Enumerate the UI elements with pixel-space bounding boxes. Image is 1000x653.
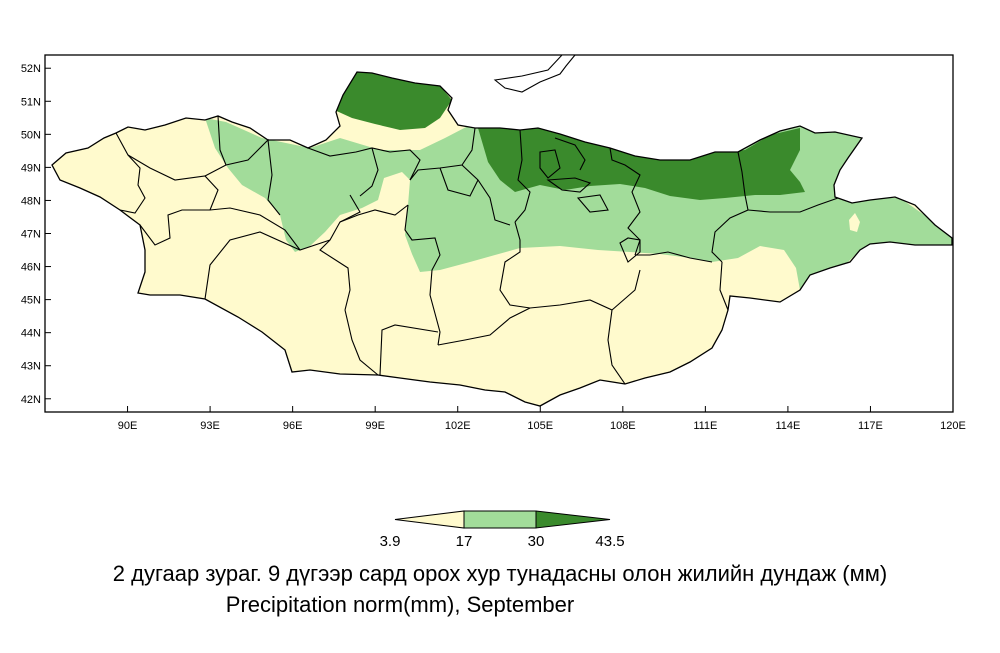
lat-axis: 52N 51N 50N 49N 48N 47N 46N 45N 44N 43N 42N — [21, 63, 51, 406]
lat-tick-label: 45N — [21, 295, 41, 307]
border-zavkhan-arkhangai — [359, 147, 379, 197]
border-selenge — [514, 129, 531, 223]
lat-tick-label: 42N — [21, 394, 41, 406]
border-darkhan — [539, 149, 561, 179]
lon-axis: 90E 93E 96E 99E 102E 105E 108E 111E 114E 117E 120E — [118, 406, 966, 432]
lon-tick-label: 120E — [940, 420, 966, 432]
lon-tick-label: 90E — [118, 420, 138, 432]
border-uvurkhangai — [404, 204, 441, 346]
lon-tick-label: 93E — [200, 420, 220, 432]
lon-tick-label: 117E — [858, 420, 883, 432]
border-bayankhongor — [204, 231, 331, 300]
lon-tick-label: 114E — [775, 420, 800, 432]
lat-tick-label: 49N — [21, 162, 41, 174]
legend-mid-swatch — [463, 510, 537, 529]
border-arkhangai — [319, 194, 361, 311]
border-uvs-zavkhan — [204, 115, 227, 177]
legend-label-3: 43.5 — [595, 533, 624, 550]
lat-tick-label: 43N — [21, 361, 41, 373]
caption-mongolian: 2 дугаар зураг. 9 дүгээр сард орох хур т… — [112, 561, 888, 586]
lat-tick-label: 51N — [21, 96, 41, 108]
zone-high-selenge-khentii — [478, 124, 805, 200]
lon-tick-label: 111E — [693, 420, 717, 432]
border-dornod-sukhbaatar — [747, 197, 839, 213]
border-bulgan — [409, 127, 476, 181]
legend-label-2: 30 — [528, 533, 545, 550]
lat-tick-label: 52N — [21, 63, 41, 75]
border-uvs-khovd — [127, 154, 219, 211]
border-tuv-khentii — [609, 147, 641, 256]
border-dundgovi-umnugovi — [437, 307, 531, 346]
border-khentii-dornod — [711, 151, 749, 263]
legend-low-swatch — [394, 510, 465, 529]
lon-tick-label: 105E — [527, 420, 553, 432]
lon-tick-label: 96E — [283, 420, 303, 432]
border-bulgan-tuv — [461, 164, 511, 226]
border-uvurkhangai-west — [339, 204, 409, 223]
lat-tick-label: 48N — [21, 195, 41, 207]
border-tuv-inner — [576, 194, 609, 213]
caption-english: Precipitation norm(mm), September — [225, 592, 575, 617]
legend: 3.9 17 30 43.5 — [380, 510, 625, 550]
lat-tick-label: 50N — [21, 129, 41, 141]
zone-mid-southeast-blob — [849, 213, 860, 232]
lat-tick-label: 44N — [21, 328, 41, 340]
border-sukhbaatar — [719, 261, 729, 311]
border-khuvsgul-south — [307, 147, 421, 181]
border-ulaanbaatar — [546, 177, 592, 193]
lon-tick-label: 102E — [445, 420, 471, 432]
border-khentii-sukhbaatar — [635, 251, 713, 263]
border-govisumber — [619, 237, 641, 263]
province-borders — [115, 115, 839, 385]
lake-baikal-fragment — [493, 54, 577, 93]
legend-label-1: 17 — [456, 533, 473, 550]
legend-label-0: 3.9 — [380, 533, 401, 550]
border-khovd-govi-altai — [139, 207, 301, 251]
border-dornogovi — [611, 269, 641, 311]
border-selenge-tuv — [554, 137, 586, 171]
lon-tick-label: 108E — [610, 420, 636, 432]
legend-high-swatch — [535, 510, 611, 529]
lat-tick-label: 46N — [21, 262, 41, 274]
border-dundgovi-west — [379, 324, 439, 376]
border-orkhon — [439, 167, 479, 197]
border-zavkhan-inner — [225, 138, 281, 216]
lat-tick-label: 47N — [21, 229, 41, 241]
lon-tick-label: 99E — [365, 420, 385, 432]
border-bayankhongor-south — [344, 309, 379, 376]
